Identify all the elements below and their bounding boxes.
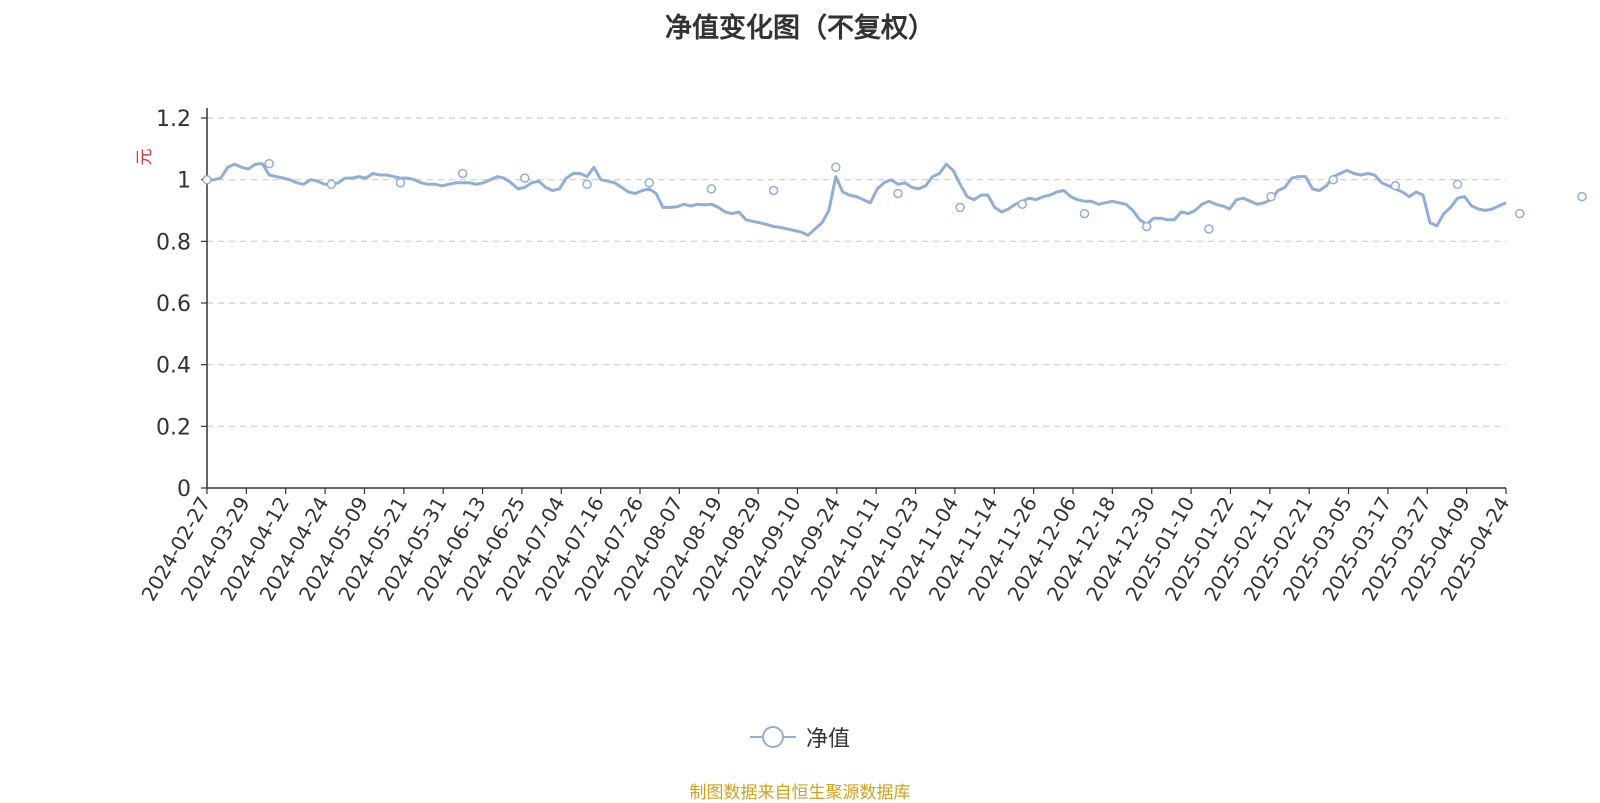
series-point[interactable] bbox=[955, 202, 965, 213]
series-line bbox=[207, 162, 1507, 237]
series-point[interactable] bbox=[1079, 208, 1090, 219]
series-point[interactable] bbox=[1328, 174, 1339, 185]
series-point[interactable] bbox=[1141, 221, 1152, 232]
series-point[interactable] bbox=[326, 179, 337, 190]
y-tick-label: 0.8 bbox=[156, 230, 191, 255]
legend-line-circle-icon bbox=[750, 726, 796, 748]
series-point[interactable] bbox=[644, 178, 654, 188]
y-tick-label: 0.4 bbox=[156, 354, 191, 379]
legend-label: 净值 bbox=[806, 727, 851, 752]
series-point[interactable] bbox=[264, 158, 274, 169]
data-source-footer: 制图数据来自恒生聚源数据库 bbox=[689, 783, 911, 803]
grid-lines bbox=[207, 117, 1506, 427]
series-point[interactable] bbox=[520, 173, 530, 183]
series-point[interactable] bbox=[706, 184, 717, 194]
series-point[interactable] bbox=[1017, 199, 1028, 210]
series-point[interactable] bbox=[582, 179, 592, 190]
series-point[interactable] bbox=[1204, 224, 1214, 234]
y-tick-label: 0.6 bbox=[156, 292, 191, 317]
series-point[interactable] bbox=[1452, 179, 1463, 190]
series-point[interactable] bbox=[768, 185, 779, 196]
series-point[interactable] bbox=[395, 178, 406, 188]
series-point[interactable] bbox=[457, 168, 468, 179]
y-tick-label: 0.2 bbox=[156, 415, 191, 440]
series-net-value bbox=[202, 158, 1587, 237]
y-tick-label: 0 bbox=[177, 477, 191, 502]
series-point[interactable] bbox=[1266, 191, 1276, 202]
series-point[interactable] bbox=[1515, 208, 1525, 219]
legend[interactable]: 净值 bbox=[748, 722, 850, 752]
y-axis-label: 元 bbox=[135, 149, 155, 166]
series-point[interactable] bbox=[893, 188, 903, 199]
series-point[interactable] bbox=[1577, 191, 1587, 202]
series-point[interactable] bbox=[831, 162, 841, 173]
chart-title: 净值变化图（不复权） bbox=[665, 13, 935, 44]
y-tick-label: 1 bbox=[177, 169, 191, 194]
series-point[interactable] bbox=[202, 174, 212, 185]
series-point[interactable] bbox=[1390, 181, 1401, 191]
y-tick-label: 1.2 bbox=[156, 107, 191, 132]
